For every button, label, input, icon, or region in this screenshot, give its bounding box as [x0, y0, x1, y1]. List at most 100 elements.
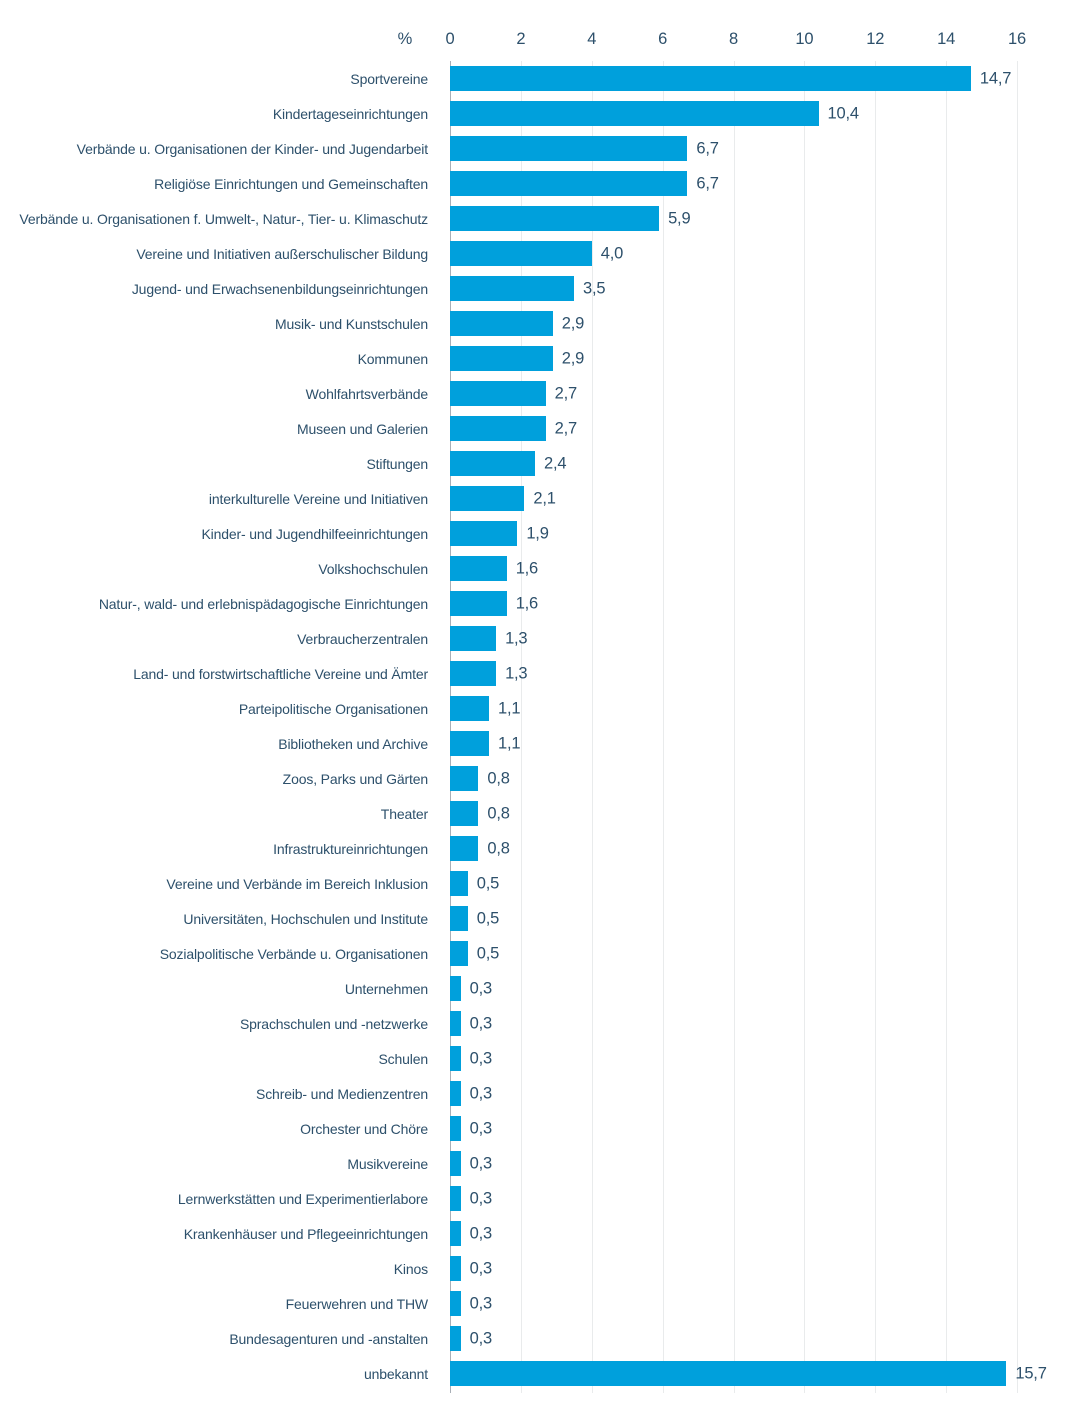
gridline — [875, 61, 877, 1393]
bar-track: 1,3 — [450, 626, 1080, 651]
value-label: 6,7 — [696, 174, 719, 192]
chart-row: unbekannt 15,7 — [0, 1356, 1080, 1391]
bar — [450, 1081, 461, 1106]
bar — [450, 381, 546, 406]
axis-tick-label: 16 — [1008, 30, 1026, 48]
bar-track: 1,3 — [450, 661, 1080, 686]
chart-row: Infrastruktureinrichtungen 0,8 — [0, 831, 1080, 866]
bar — [450, 206, 660, 231]
chart-row: Sprachschulen und -netzwerke 0,3 — [0, 1006, 1080, 1041]
bar — [450, 101, 819, 126]
bar — [450, 731, 489, 756]
chart-row: Orchester und Chöre 0,3 — [0, 1111, 1080, 1146]
value-label: 2,9 — [561, 314, 585, 332]
bar — [450, 1116, 461, 1141]
bar-track: 0,8 — [450, 766, 1080, 791]
category-label: Schulen — [378, 1050, 428, 1067]
value-label: 3,5 — [583, 279, 606, 297]
bar-track: 0,3 — [450, 1221, 1080, 1246]
bar — [450, 451, 536, 476]
gridline — [1017, 61, 1018, 1393]
bar-track: 2,7 — [450, 381, 1080, 406]
category-label: Krankenhäuser und Pflegeeinrichtungen — [183, 1225, 428, 1242]
gridline — [946, 61, 948, 1393]
bar-track: 2,9 — [450, 311, 1080, 336]
value-label: 15,7 — [1015, 1364, 1047, 1382]
value-label: 4,0 — [600, 244, 624, 262]
gridline — [520, 61, 522, 1393]
chart-row: interkulturelle Vereine und Initiativen … — [0, 481, 1080, 516]
value-label: 2,9 — [561, 349, 585, 367]
value-label: 0,3 — [469, 1119, 493, 1137]
chart-row: Kinder- und Jugendhilfeeinrichtungen 1,9 — [0, 516, 1080, 551]
category-label: Feuerwehren und THW — [285, 1295, 429, 1312]
axis-tick-label: 0 — [445, 30, 455, 48]
bar-track: 1,6 — [450, 591, 1080, 616]
axis-unit-label: % — [397, 30, 413, 48]
bar-track: 0,3 — [450, 1151, 1080, 1176]
value-label: 2,4 — [544, 454, 567, 472]
chart-row: Religiöse Einrichtungen und Gemeinschaft… — [0, 166, 1080, 201]
category-label: Unternehmen — [344, 980, 428, 997]
bar-track: 2,4 — [450, 451, 1080, 476]
bar-track: 10,4 — [450, 101, 1080, 126]
axis-tick-label: 4 — [587, 30, 597, 48]
chart-row: Unternehmen 0,3 — [0, 971, 1080, 1006]
category-label: Sportvereine — [350, 70, 428, 87]
bar-track: 0,8 — [450, 836, 1080, 861]
chart-row: Land- und forstwirtschaftliche Vereine u… — [0, 656, 1080, 691]
value-label: 0,3 — [469, 1049, 493, 1067]
value-label: 0,3 — [469, 1329, 493, 1347]
category-label: Vereine und Initiativen außerschulischer… — [136, 245, 428, 262]
bar-track: 0,3 — [450, 1291, 1080, 1316]
chart-row: Verbände u. Organisationen der Kinder- u… — [0, 131, 1080, 166]
bar-track: 14,7 — [450, 66, 1080, 91]
chart-row: Stiftungen 2,4 — [0, 446, 1080, 481]
category-label: Volkshochschulen — [318, 560, 428, 577]
chart-row: Parteipolitische Organisationen 1,1 — [0, 691, 1080, 726]
bar — [450, 346, 553, 371]
value-label: 1,9 — [526, 524, 549, 542]
chart-row: Bundesagenturen und -anstalten 0,3 — [0, 1321, 1080, 1356]
value-label: 2,7 — [554, 419, 578, 437]
bar — [450, 556, 507, 581]
category-label: Natur-, wald- und erlebnispädagogische E… — [98, 595, 428, 612]
category-label: Universitäten, Hochschulen und Institute — [183, 910, 428, 927]
category-label: Religiöse Einrichtungen und Gemeinschaft… — [154, 175, 428, 192]
chart-row: Kinos 0,3 — [0, 1251, 1080, 1286]
value-label: 0,3 — [469, 979, 493, 997]
value-label: 1,6 — [515, 559, 539, 577]
bar — [450, 276, 575, 301]
bar — [450, 836, 479, 861]
bar — [450, 696, 489, 721]
bar — [450, 311, 553, 336]
category-label: Zoos, Parks und Gärten — [282, 770, 428, 787]
value-label: 1,3 — [505, 664, 528, 682]
bar — [450, 1291, 461, 1316]
bar — [450, 1221, 461, 1246]
bar — [450, 66, 971, 91]
bar-track: 0,3 — [450, 1186, 1080, 1211]
category-label: Verbände u. Organisationen f. Umwelt-, N… — [19, 210, 428, 227]
category-label: Schreib- und Medienzentren — [256, 1085, 428, 1102]
category-label: Jugend- und Erwachsenenbildungseinrichtu… — [131, 280, 428, 297]
plot-area: % 0 2 4 6 8 10 12 14 16 — [398, 0, 1080, 1402]
bar-track: 0,3 — [450, 1256, 1080, 1281]
category-label: interkulturelle Vereine und Initiativen — [208, 490, 428, 507]
bar-track: 0,3 — [450, 1011, 1080, 1036]
category-label: Sozialpolitische Verbände u. Organisatio… — [159, 945, 428, 962]
category-label: Bibliotheken und Archive — [278, 735, 428, 752]
chart-row: Bibliotheken und Archive 1,1 — [0, 726, 1080, 761]
bar — [450, 591, 507, 616]
axis-tick-label: 12 — [866, 30, 885, 48]
bar — [450, 766, 479, 791]
chart-row: Vereine und Verbände im Bereich Inklusio… — [0, 866, 1080, 901]
category-label: Parteipolitische Organisationen — [238, 700, 428, 717]
bar — [450, 1326, 461, 1351]
bar — [450, 1151, 461, 1176]
category-label: Verbände u. Organisationen der Kinder- u… — [76, 140, 428, 157]
category-label: Musikvereine — [347, 1155, 428, 1172]
category-label: unbekannt — [363, 1365, 428, 1382]
bar — [450, 1186, 461, 1211]
bar-track: 1,1 — [450, 731, 1080, 756]
